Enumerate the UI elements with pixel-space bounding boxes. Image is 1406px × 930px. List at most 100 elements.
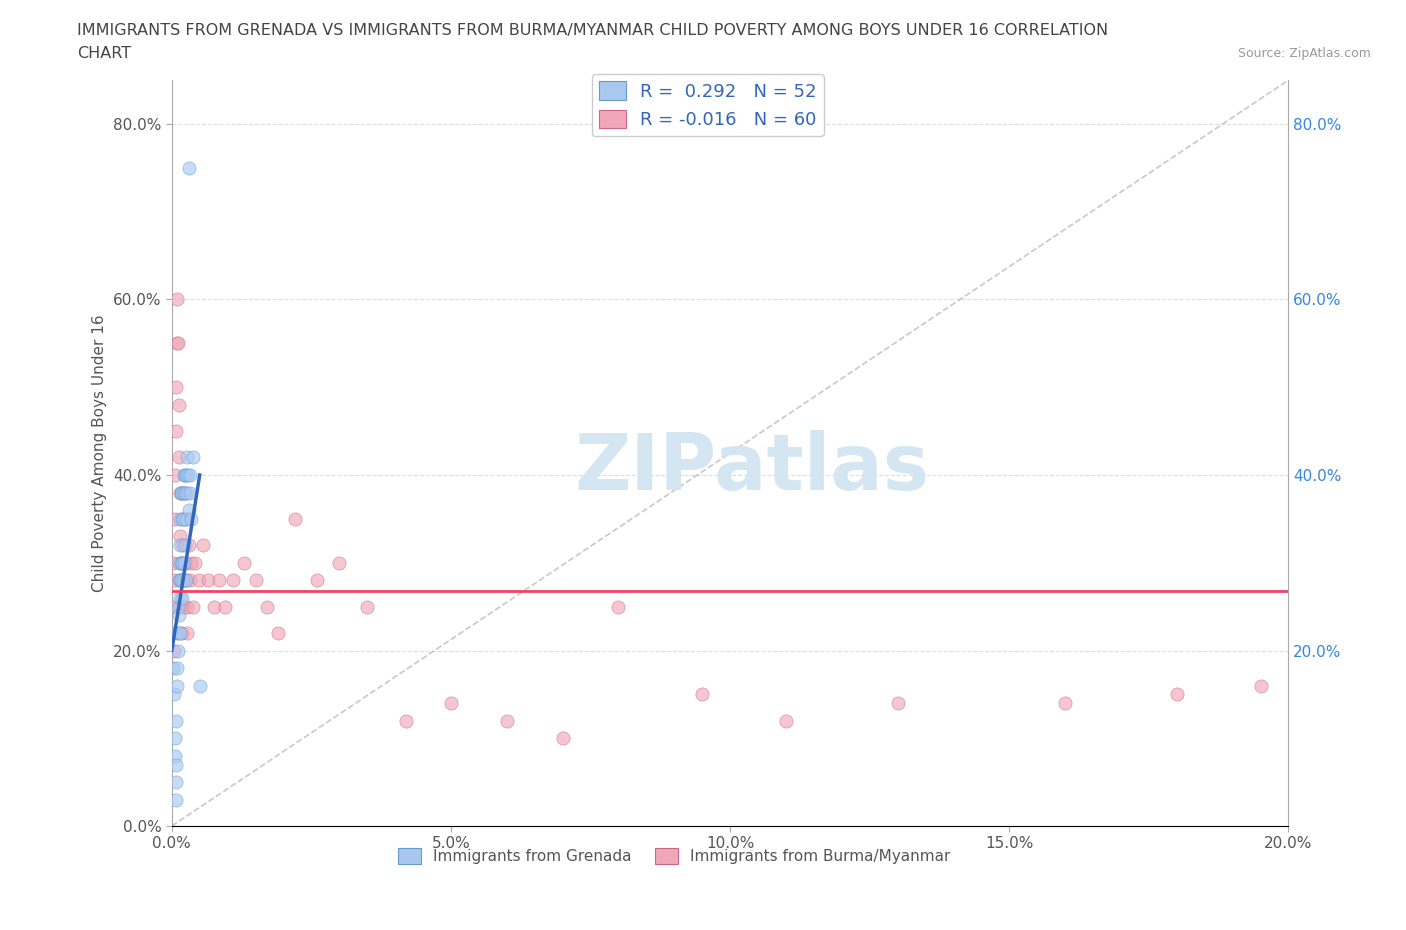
Point	[170, 485, 193, 500]
Point	[187, 573, 209, 588]
Point	[165, 713, 187, 728]
Point	[775, 713, 797, 728]
Point	[172, 555, 194, 570]
Point	[165, 775, 187, 790]
Point	[184, 555, 207, 570]
Point	[172, 512, 194, 526]
Point	[169, 529, 191, 544]
Point	[163, 573, 186, 588]
Point	[690, 687, 713, 702]
Point	[162, 626, 184, 641]
Point	[172, 573, 194, 588]
Point	[179, 502, 201, 517]
Point	[173, 485, 195, 500]
Point	[214, 599, 236, 614]
Point	[167, 336, 190, 351]
Point	[174, 485, 197, 500]
Point	[180, 512, 202, 526]
Point	[170, 555, 193, 570]
Point	[173, 555, 195, 570]
Point	[170, 573, 193, 588]
Point	[256, 599, 278, 614]
Point	[166, 336, 188, 351]
Point	[170, 485, 193, 500]
Point	[167, 608, 190, 623]
Point	[174, 485, 197, 500]
Point	[176, 599, 198, 614]
Point	[284, 512, 307, 526]
Point	[440, 696, 463, 711]
Point	[176, 573, 198, 588]
Point	[356, 599, 378, 614]
Point	[167, 643, 190, 658]
Point	[162, 660, 184, 675]
Point	[166, 660, 188, 675]
Point	[173, 573, 195, 588]
Point	[162, 599, 184, 614]
Point	[173, 468, 195, 483]
Point	[172, 485, 194, 500]
Point	[170, 573, 193, 588]
Point	[162, 555, 184, 570]
Point	[1250, 678, 1272, 693]
Point	[179, 573, 201, 588]
Text: CHART: CHART	[77, 46, 131, 61]
Point	[177, 538, 200, 552]
Point	[163, 687, 186, 702]
Point	[395, 713, 418, 728]
Point	[170, 512, 193, 526]
Point	[607, 599, 630, 614]
Point	[169, 573, 191, 588]
Point	[167, 555, 190, 570]
Point	[163, 512, 186, 526]
Point	[197, 573, 219, 588]
Point	[169, 591, 191, 605]
Point	[173, 512, 195, 526]
Text: Source: ZipAtlas.com: Source: ZipAtlas.com	[1237, 46, 1371, 60]
Point	[166, 292, 188, 307]
Point	[176, 450, 198, 465]
Point	[267, 626, 290, 641]
Point	[179, 485, 201, 500]
Point	[202, 599, 225, 614]
Point	[169, 485, 191, 500]
Point	[245, 573, 267, 588]
Point	[170, 555, 193, 570]
Point	[166, 626, 188, 641]
Point	[167, 450, 190, 465]
Point	[1166, 687, 1188, 702]
Point	[165, 792, 187, 807]
Point	[173, 468, 195, 483]
Point	[173, 599, 195, 614]
Point	[174, 573, 197, 588]
Point	[551, 731, 574, 746]
Point	[169, 626, 191, 641]
Point	[181, 450, 204, 465]
Point	[179, 468, 201, 483]
Point	[165, 424, 187, 439]
Point	[305, 573, 328, 588]
Point	[167, 599, 190, 614]
Point	[191, 538, 214, 552]
Point	[169, 538, 191, 552]
Point	[169, 599, 191, 614]
Point	[167, 397, 190, 412]
Point	[177, 160, 200, 175]
Point	[176, 468, 198, 483]
Point	[169, 512, 191, 526]
Point	[166, 678, 188, 693]
Point	[172, 626, 194, 641]
Point	[165, 468, 187, 483]
Point	[167, 573, 190, 588]
Point	[172, 555, 194, 570]
Point	[174, 555, 197, 570]
Point	[170, 591, 193, 605]
Point	[1054, 696, 1077, 711]
Point	[173, 538, 195, 552]
Point	[163, 731, 186, 746]
Point	[167, 626, 190, 641]
Point	[165, 379, 187, 394]
Point	[886, 696, 908, 711]
Point	[188, 678, 211, 693]
Y-axis label: Child Poverty Among Boys Under 16: Child Poverty Among Boys Under 16	[93, 314, 107, 591]
